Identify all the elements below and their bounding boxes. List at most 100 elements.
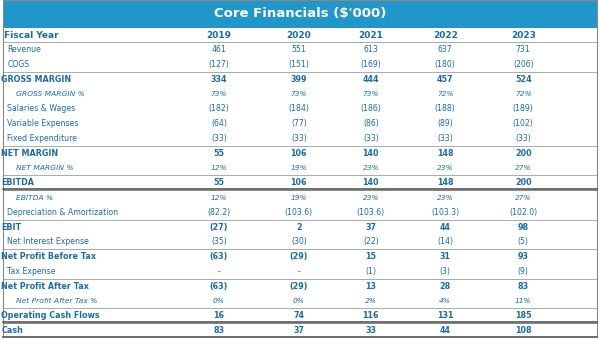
Text: (102): (102)	[513, 119, 533, 128]
Text: 27%: 27%	[515, 195, 532, 201]
Text: 2: 2	[296, 223, 302, 232]
Text: 185: 185	[515, 311, 532, 320]
Text: 37: 37	[365, 223, 376, 232]
Text: 334: 334	[211, 75, 227, 84]
Text: 23%: 23%	[437, 195, 454, 201]
Text: 399: 399	[290, 75, 307, 84]
Text: 31: 31	[440, 252, 451, 261]
Text: (1): (1)	[365, 267, 376, 276]
Text: (29): (29)	[290, 252, 308, 261]
Text: (30): (30)	[291, 238, 307, 246]
Text: Net Profit After Tax %: Net Profit After Tax %	[16, 298, 98, 304]
Text: 2022: 2022	[433, 31, 458, 40]
Text: 461: 461	[212, 45, 226, 54]
Text: (9): (9)	[518, 267, 529, 276]
Text: (35): (35)	[211, 238, 227, 246]
Text: 2021: 2021	[358, 31, 383, 40]
Text: (186): (186)	[361, 104, 381, 114]
Text: 16: 16	[214, 311, 224, 320]
Text: COGS: COGS	[7, 60, 29, 69]
Text: 637: 637	[438, 45, 452, 54]
Text: 2023: 2023	[511, 31, 536, 40]
Text: (63): (63)	[210, 282, 228, 291]
Text: 44: 44	[440, 223, 451, 232]
Text: 27%: 27%	[515, 165, 532, 171]
Text: 55: 55	[214, 149, 224, 158]
Text: Depreciation & Amortization: Depreciation & Amortization	[7, 208, 118, 217]
Text: 11%: 11%	[515, 298, 532, 304]
Text: NET MARGIN: NET MARGIN	[1, 149, 58, 158]
Text: 44: 44	[440, 326, 451, 335]
Text: (151): (151)	[289, 60, 309, 69]
Text: 55: 55	[214, 178, 224, 187]
Text: 73%: 73%	[290, 91, 307, 97]
Text: 12%: 12%	[211, 165, 227, 171]
Text: (180): (180)	[435, 60, 455, 69]
FancyBboxPatch shape	[3, 0, 597, 28]
Text: 148: 148	[437, 149, 454, 158]
Text: 148: 148	[437, 178, 454, 187]
Text: (5): (5)	[518, 238, 529, 246]
Text: 2%: 2%	[365, 298, 377, 304]
Text: Variable Expenses: Variable Expenses	[7, 119, 79, 128]
Text: (63): (63)	[210, 252, 228, 261]
Text: 73%: 73%	[211, 91, 227, 97]
Text: 131: 131	[437, 311, 454, 320]
Text: 73%: 73%	[362, 91, 379, 97]
Text: (33): (33)	[291, 134, 307, 143]
Text: Net Interest Expense: Net Interest Expense	[7, 238, 89, 246]
Text: Revenue: Revenue	[7, 45, 41, 54]
Text: 33: 33	[365, 326, 376, 335]
Text: 93: 93	[518, 252, 529, 261]
Text: (169): (169)	[361, 60, 381, 69]
Text: (29): (29)	[290, 282, 308, 291]
Text: 108: 108	[515, 326, 532, 335]
Text: (33): (33)	[437, 134, 453, 143]
Text: 444: 444	[362, 75, 379, 84]
Text: (64): (64)	[211, 119, 227, 128]
Text: (14): (14)	[437, 238, 453, 246]
Text: GROSS MARGIN: GROSS MARGIN	[1, 75, 71, 84]
Text: (127): (127)	[209, 60, 229, 69]
Text: (3): (3)	[440, 267, 451, 276]
Text: (86): (86)	[363, 119, 379, 128]
Text: Core Financials ($'000): Core Financials ($'000)	[214, 7, 386, 20]
Text: Cash: Cash	[1, 326, 23, 335]
Text: (103.6): (103.6)	[357, 208, 385, 217]
Text: EBITDA %: EBITDA %	[16, 195, 53, 201]
Text: Salaries & Wages: Salaries & Wages	[7, 104, 76, 114]
Text: (22): (22)	[363, 238, 379, 246]
Text: Net Profit After Tax: Net Profit After Tax	[1, 282, 89, 291]
Text: (103.3): (103.3)	[431, 208, 459, 217]
Text: 23%: 23%	[362, 195, 379, 201]
Text: 2019: 2019	[206, 31, 232, 40]
Text: Fiscal Year: Fiscal Year	[4, 31, 59, 40]
Text: (33): (33)	[211, 134, 227, 143]
Text: -: -	[218, 267, 220, 276]
Text: (33): (33)	[515, 134, 531, 143]
Text: (188): (188)	[435, 104, 455, 114]
Text: 4%: 4%	[439, 298, 451, 304]
Text: EBITDA: EBITDA	[1, 178, 34, 187]
Text: Operating Cash Flows: Operating Cash Flows	[1, 311, 100, 320]
Text: (33): (33)	[363, 134, 379, 143]
Text: 19%: 19%	[290, 195, 307, 201]
Text: Tax Expense: Tax Expense	[7, 267, 56, 276]
Text: 524: 524	[515, 75, 532, 84]
Text: 0%: 0%	[213, 298, 225, 304]
Text: (103.6): (103.6)	[285, 208, 313, 217]
Text: 116: 116	[362, 311, 379, 320]
Text: 200: 200	[515, 149, 532, 158]
Text: 551: 551	[292, 45, 306, 54]
Text: 12%: 12%	[211, 195, 227, 201]
Text: 731: 731	[516, 45, 530, 54]
Text: (102.0): (102.0)	[509, 208, 537, 217]
Text: 0%: 0%	[293, 298, 305, 304]
Text: (89): (89)	[437, 119, 453, 128]
Text: 19%: 19%	[290, 165, 307, 171]
Text: 72%: 72%	[437, 91, 454, 97]
Text: 140: 140	[362, 149, 379, 158]
Text: (182): (182)	[209, 104, 229, 114]
Text: 23%: 23%	[362, 165, 379, 171]
Text: 200: 200	[515, 178, 532, 187]
